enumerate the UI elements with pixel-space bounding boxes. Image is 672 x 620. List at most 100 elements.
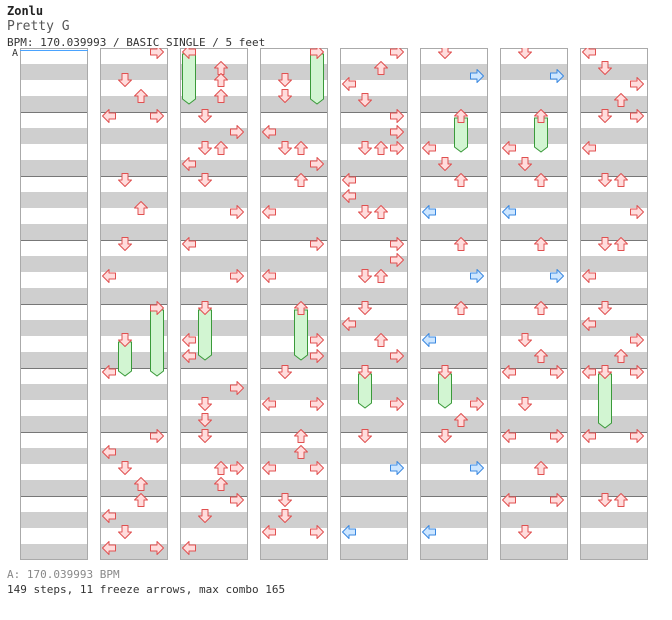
beat-band [581,224,647,240]
beat-band [341,160,407,176]
step-arrow-up-icon [374,333,388,347]
step-arrow-left-icon [262,269,276,283]
measure-line [261,176,327,177]
notes-layer-6 [422,48,484,539]
step-arrow-right-icon [390,109,404,123]
freeze-arrow-up [454,117,468,153]
step-arrow-up-icon [134,89,148,103]
chart-column-8 [580,48,648,560]
step-arrow-right-icon [310,461,324,475]
beat-band [421,224,487,240]
step-arrow-left-icon [582,365,596,379]
beat-band [181,192,247,208]
step-arrow-down-icon [198,429,212,443]
step-arrow-left-icon [182,157,196,171]
step-arrow-right-icon [390,125,404,139]
step-arrow-up-icon [534,109,548,123]
step-arrow-left-icon [342,173,356,187]
step-arrow-down-icon [118,173,132,187]
beat-band [421,96,487,112]
measure-line [21,176,87,177]
step-arrow-left-icon [262,525,276,539]
beat-band [421,480,487,496]
step-arrow-left-icon [102,109,116,123]
step-arrow-left-icon [102,509,116,523]
beat-band [261,96,327,112]
measure-line [501,240,567,241]
step-arrow-right-icon [630,77,644,91]
beat-band [181,96,247,112]
step-arrow-right-icon [390,48,404,59]
step-arrow-down-icon [518,333,532,347]
step-arrow-right-icon [470,269,484,283]
artist-name: Zonlu [7,4,44,18]
step-arrow-up-icon [454,173,468,187]
measure-line [501,432,567,433]
step-arrow-down-icon [358,365,372,379]
step-arrow-left-icon [342,189,356,203]
step-arrow-up-icon [134,493,148,507]
step-arrow-left-icon [102,445,116,459]
step-arrow-right-icon [390,141,404,155]
beat-band [101,96,167,112]
beat-band [21,224,87,240]
beat-band [101,256,167,272]
step-arrow-up-icon [534,237,548,251]
beat-band [181,160,247,176]
notes-layer-2 [102,48,164,555]
notes-layer-1 [20,48,88,560]
measure-line [581,112,647,113]
step-arrow-left-icon [502,429,516,443]
step-arrow-down-icon [518,525,532,539]
measure-line [181,240,247,241]
beat-band [101,512,167,528]
chart-meta: BPM: 170.039993 / BASIC SINGLE / 5 feet [7,36,266,49]
beat-band [21,256,87,272]
step-summary: 149 steps, 11 freeze arrows, max combo 1… [7,583,286,596]
beat-band [581,352,647,368]
step-arrow-right-icon [550,493,564,507]
beat-band [341,192,407,208]
step-arrow-left-icon [582,269,596,283]
beat-band [581,448,647,464]
beat-band [341,384,407,400]
step-arrow-up-icon [534,349,548,363]
beat-band [341,512,407,528]
beat-band [341,480,407,496]
beat-band [581,160,647,176]
beat-band [21,320,87,336]
step-arrow-up-icon [374,141,388,155]
beat-band [101,192,167,208]
beat-band [261,256,327,272]
step-arrow-right-icon [470,69,484,83]
bpm-marker-line [20,50,88,51]
step-arrow-left-icon [582,317,596,331]
step-arrow-left-icon [182,48,196,59]
beat-band [501,320,567,336]
step-arrow-right-icon [230,125,244,139]
beat-band [501,288,567,304]
beat-band [181,320,247,336]
beat-band [501,448,567,464]
beat-band [581,288,647,304]
step-arrow-right-icon [470,397,484,411]
beat-band [501,256,567,272]
step-arrow-up-icon [294,301,308,315]
beat-band [501,384,567,400]
step-arrow-right-icon [230,205,244,219]
chart-column-2 [100,48,168,560]
step-arrow-up-icon [614,493,628,507]
step-arrow-up-icon [214,89,228,103]
step-arrow-up-icon [294,445,308,459]
measure-line [101,368,167,369]
bpm-legend: A: 170.039993 BPM [7,568,120,581]
freeze-arrow-down [438,373,452,409]
step-arrow-up-icon [294,141,308,155]
beat-band [421,320,487,336]
step-arrow-up-icon [614,237,628,251]
beat-band [261,448,327,464]
freeze-arrow-down [118,341,132,377]
step-arrow-left-icon [582,141,596,155]
step-arrow-right-icon [150,109,164,123]
beat-band [21,416,87,432]
